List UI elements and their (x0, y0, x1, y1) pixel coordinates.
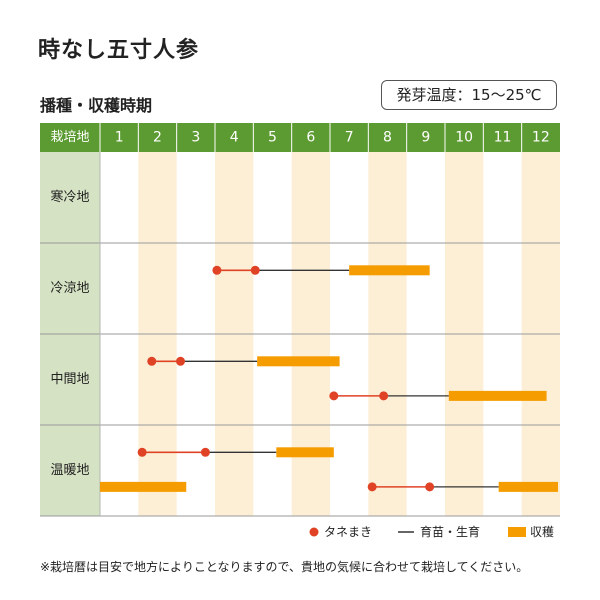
sow-dot (137, 447, 147, 457)
sow-dot (176, 356, 185, 366)
footnote: ※栽培暦は目安で地方によりことなりますので、貴地の気候に合わせて栽培してください… (40, 560, 529, 574)
region-label: 中間地 (50, 372, 89, 387)
month-label: 5 (268, 130, 277, 146)
legend-sow-dot (309, 527, 319, 537)
harvest-bar (257, 356, 340, 367)
region-label-cell (40, 243, 100, 334)
sow-dot (250, 265, 260, 275)
schedule-title: 播種・収穫時期 (40, 96, 153, 115)
sow-dot (212, 265, 222, 275)
region-label: 冷涼地 (50, 281, 89, 296)
legend-grow-label: 育苗・生育 (420, 524, 480, 539)
header-label: 栽培地 (50, 129, 89, 145)
harvest-bar (498, 481, 558, 492)
sow-dot (329, 391, 339, 401)
month-label: 1 (115, 130, 124, 146)
month-label: 9 (421, 130, 430, 146)
month-label: 10 (455, 130, 473, 146)
region-label-cell (40, 334, 100, 425)
harvest-bar (276, 447, 334, 458)
region-label-cell (40, 425, 100, 516)
sow-dot (367, 482, 377, 492)
month-label: 11 (494, 130, 512, 146)
region-label: 寒冷地 (50, 189, 89, 205)
region-label: 温暖地 (50, 463, 89, 478)
sow-dot (379, 391, 389, 401)
month-label: 6 (306, 130, 315, 146)
harvest-bar (100, 481, 187, 492)
legend-harvest-label: 収穫 (530, 525, 554, 539)
legend-sow-label: タネまき (324, 525, 372, 539)
month-label: 2 (153, 130, 162, 146)
month-label: 8 (383, 130, 392, 146)
region-label-cell (40, 152, 100, 243)
legend-harvest-swatch (508, 527, 526, 537)
harvest-bar (448, 390, 547, 401)
harvest-bar (349, 265, 430, 276)
month-label: 7 (345, 130, 354, 146)
sow-dot (147, 356, 157, 366)
page-title: 時なし五寸人参 (38, 38, 200, 63)
germination-temperature-badge: 発芽温度：15～25℃ (381, 80, 557, 110)
header-bar (40, 123, 560, 152)
month-label: 3 (191, 130, 200, 146)
month-label: 12 (532, 130, 550, 146)
sow-dot (200, 447, 210, 457)
sow-dot (425, 482, 435, 492)
month-label: 4 (230, 130, 239, 146)
